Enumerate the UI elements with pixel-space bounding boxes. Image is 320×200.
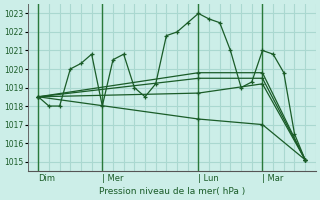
X-axis label: Pression niveau de la mer( hPa ): Pression niveau de la mer( hPa ) bbox=[99, 187, 245, 196]
